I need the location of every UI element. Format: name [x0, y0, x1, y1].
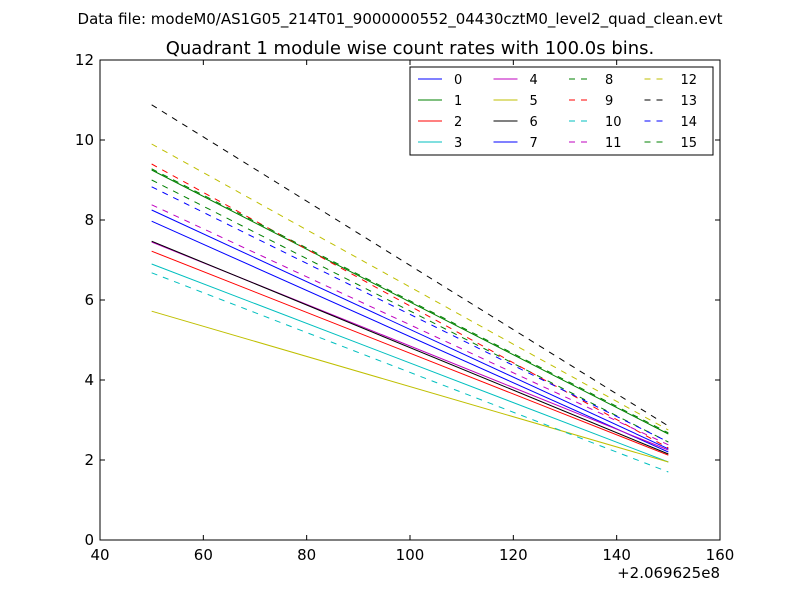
series-line-6 — [151, 240, 669, 455]
x-tick-label: 80 — [297, 546, 316, 564]
series-line-14 — [151, 186, 669, 443]
legend-label-7: 7 — [530, 136, 538, 151]
series-line-13 — [151, 104, 669, 427]
legend-label-14: 14 — [681, 115, 698, 130]
legend-label-4: 4 — [530, 73, 538, 88]
series-line-7 — [151, 209, 669, 450]
y-tick-label: 6 — [84, 291, 94, 309]
x-tick-label: 40 — [90, 546, 109, 564]
legend-label-3: 3 — [454, 136, 462, 151]
y-tick-label: 0 — [84, 531, 94, 549]
legend-label-6: 6 — [530, 115, 538, 130]
y-tick-label: 4 — [84, 371, 94, 389]
series-line-2 — [151, 250, 669, 456]
legend-label-13: 13 — [681, 94, 698, 109]
series-line-10 — [151, 272, 669, 473]
legend-label-5: 5 — [530, 94, 538, 109]
series-line-8 — [151, 179, 669, 443]
x-tick-label: 120 — [499, 546, 528, 564]
legend-label-12: 12 — [681, 73, 698, 88]
series-line-9 — [151, 163, 669, 449]
plot-area — [151, 104, 669, 473]
x-tick-label: 100 — [396, 546, 425, 564]
y-tick-label: 12 — [75, 51, 94, 69]
figure-suptitle: Data file: modeM0/AS1G05_214T01_90000005… — [78, 10, 723, 29]
legend-label-1: 1 — [454, 94, 462, 109]
y-tick-label: 2 — [84, 451, 94, 469]
y-tick-label: 10 — [75, 131, 94, 149]
series-line-3 — [151, 263, 669, 463]
legend-label-15: 15 — [681, 136, 698, 151]
legend-label-10: 10 — [605, 115, 622, 130]
x-tick-label: 140 — [602, 546, 631, 564]
legend-label-11: 11 — [605, 136, 622, 151]
legend-label-2: 2 — [454, 115, 462, 130]
legend-label-0: 0 — [454, 73, 462, 88]
series-line-15 — [151, 168, 669, 434]
legend-label-9: 9 — [605, 94, 613, 109]
legend-frame — [409, 66, 714, 156]
series-line-12 — [151, 143, 669, 431]
x-offset-label: +2.069625e8 — [617, 564, 720, 582]
series-line-1 — [151, 169, 669, 435]
chart-title: Quadrant 1 module wise count rates with … — [166, 38, 655, 59]
series-line-5 — [151, 310, 669, 463]
y-tick-label: 8 — [84, 211, 94, 229]
series-line-0 — [151, 220, 669, 453]
x-tick-label: 60 — [194, 546, 213, 564]
legend-label-8: 8 — [605, 73, 613, 88]
x-tick-label: 160 — [706, 546, 735, 564]
series-line-11 — [151, 204, 669, 446]
